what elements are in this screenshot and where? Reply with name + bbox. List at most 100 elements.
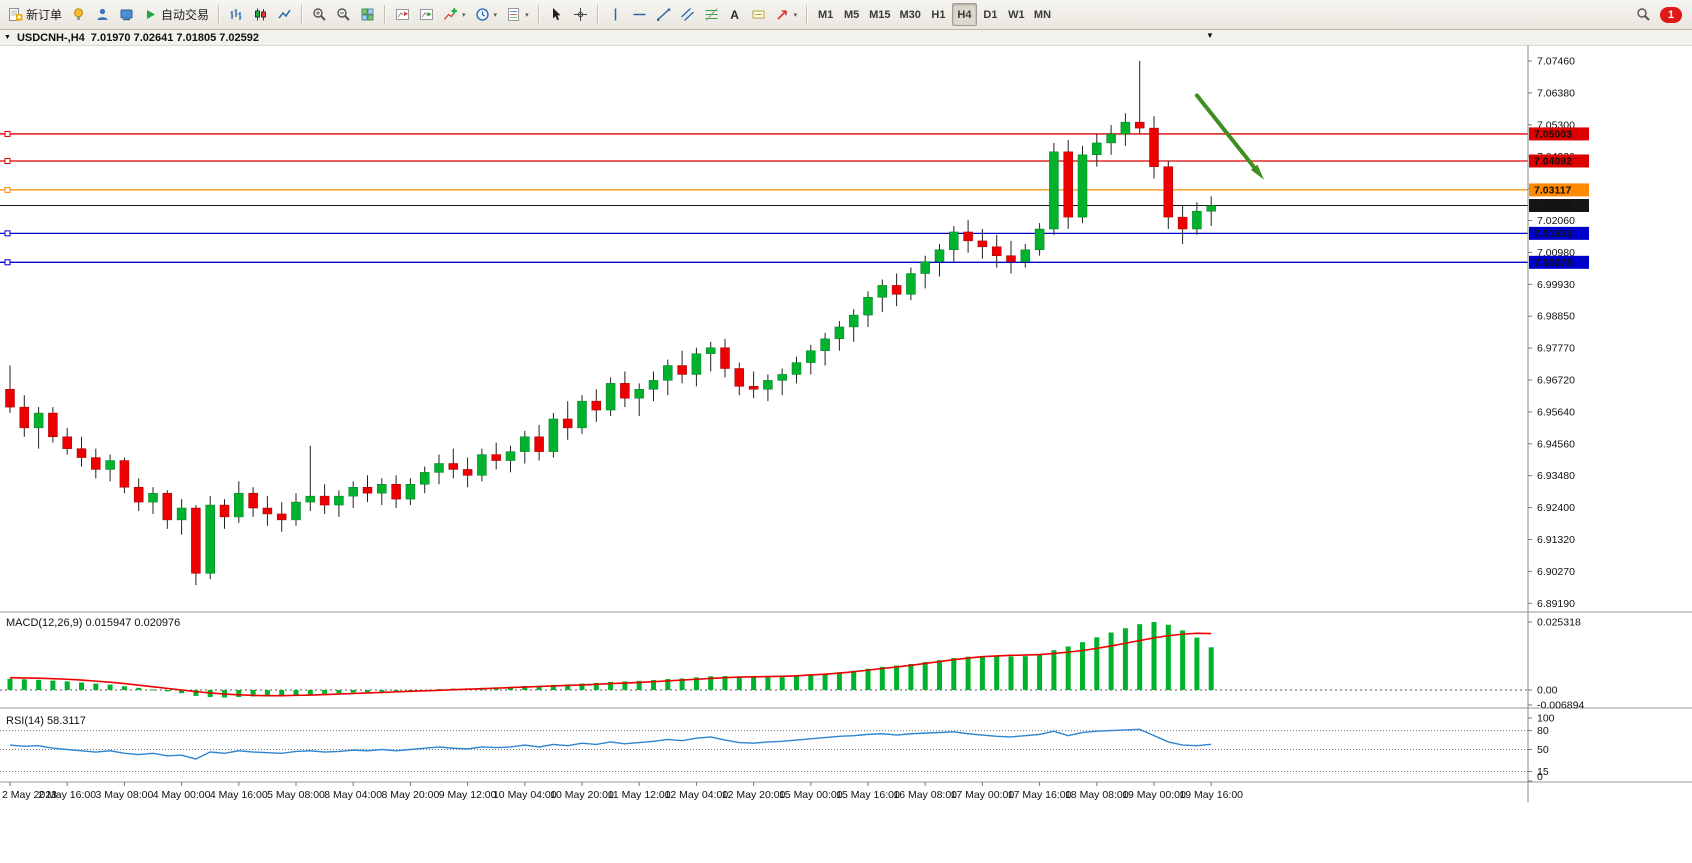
macd-bar (236, 690, 242, 697)
candle-body (1092, 142, 1102, 156)
rsi-tick-label: 100 (1537, 713, 1555, 725)
time-tick-label: 17 May 16:00 (1008, 789, 1072, 801)
candle-body (763, 380, 773, 390)
auto-trading-play-icon (143, 7, 158, 22)
time-tick-label: 8 May 20:00 (382, 789, 440, 801)
line-handle[interactable] (4, 230, 11, 237)
timeframe-m1-button[interactable]: M1 (813, 3, 838, 26)
time-tick-label: 19 May 00:00 (1122, 789, 1186, 801)
new-order-button[interactable]: 新订单 (4, 3, 66, 26)
search-button[interactable] (1632, 3, 1655, 26)
candle-body (934, 249, 945, 262)
chart-area: 7.074607.063807.053007.042207.031407.020… (0, 46, 1692, 863)
rsi-tick-label: 80 (1537, 725, 1549, 737)
price-badge (1529, 198, 1589, 212)
cursor-tool-button[interactable] (545, 3, 568, 26)
candle-body (391, 484, 401, 500)
timeframe-group: M1 M5 M15 M30 H1 H4 D1 W1 MN (813, 3, 1055, 26)
fibonacci-tool-button[interactable] (700, 3, 723, 26)
horizontal-line-tool-button[interactable] (628, 3, 651, 26)
notification-badge[interactable]: 1 (1660, 6, 1682, 23)
candle-body (205, 504, 215, 574)
macd-bar (836, 672, 842, 690)
vertical-line-tool-button[interactable] (604, 3, 627, 26)
price-tick-label: 6.99930 (1537, 279, 1575, 291)
trendline-tool-button[interactable] (652, 3, 675, 26)
templates-button[interactable]: ▾ (502, 3, 533, 26)
timeframe-m30-button[interactable]: M30 (896, 3, 925, 26)
timeframe-h4-button[interactable]: H4 (951, 3, 977, 26)
auto-trading-button[interactable]: 自动交易 (139, 3, 213, 26)
label-tool-button[interactable] (747, 3, 770, 26)
timeframe-m15-button[interactable]: M15 (865, 3, 894, 26)
periods-button[interactable]: ▾ (471, 3, 502, 26)
candle-body (1120, 121, 1131, 135)
candle-body (434, 463, 444, 473)
macd-bar (736, 676, 742, 690)
chart-canvas[interactable]: 7.074607.063807.053007.042207.031407.020… (0, 46, 1692, 863)
macd-bar (708, 676, 714, 690)
candle-body (863, 297, 873, 316)
navigator-button[interactable] (91, 3, 114, 26)
line-handle[interactable] (4, 130, 11, 137)
price-tick-label: 6.93480 (1537, 470, 1575, 482)
macd-bar (636, 680, 642, 690)
timeframe-w1-button[interactable]: W1 (1004, 3, 1029, 26)
line-handle[interactable] (4, 259, 11, 266)
indicators-button[interactable]: ▾ (439, 3, 470, 26)
candle-body (534, 436, 544, 452)
candle-body (477, 454, 487, 476)
macd-bar (79, 682, 84, 690)
candle-body (1192, 210, 1202, 230)
bar-chart-mode-button[interactable] (225, 3, 248, 26)
text-tool-button[interactable]: A (724, 3, 746, 26)
price-badge (1529, 255, 1589, 269)
channel-tool-button[interactable] (676, 3, 699, 26)
candlestick-mode-button[interactable] (249, 3, 272, 26)
candle-body (148, 492, 158, 503)
zoom-in-button[interactable] (308, 3, 331, 26)
tile-windows-button[interactable] (356, 3, 379, 26)
time-tick-label: 4 May 16:00 (210, 789, 268, 801)
candle-body (305, 495, 316, 503)
macd-bar (1037, 654, 1043, 690)
candle-body (820, 338, 830, 351)
macd-bar (250, 690, 256, 697)
macd-bar (379, 690, 385, 692)
price-tick-label: 6.90270 (1537, 566, 1575, 578)
chart-menu-triangle-icon[interactable]: ▼ (4, 34, 11, 41)
market-watch-button[interactable] (67, 3, 90, 26)
macd-bar (1122, 628, 1128, 690)
trend-arrow[interactable] (1194, 93, 1261, 175)
macd-bar (751, 677, 757, 690)
chart-shift-icon (395, 7, 410, 22)
macd-bar (693, 677, 699, 690)
auto-scroll-button[interactable] (415, 3, 438, 26)
line-chart-mode-button[interactable] (273, 3, 296, 26)
macd-bar (979, 656, 985, 690)
chart-end-marker-icon: ▼ (1206, 31, 1214, 40)
timeframe-h1-button[interactable]: H1 (926, 3, 951, 26)
arrows-tool-button[interactable]: ▾ (771, 3, 802, 26)
candlestick-icon (253, 7, 268, 22)
timeframe-m5-button[interactable]: M5 (839, 3, 864, 26)
crosshair-tool-button[interactable] (569, 3, 592, 26)
timeframe-d1-button[interactable]: D1 (978, 3, 1003, 26)
terminal-button[interactable] (115, 3, 138, 26)
candle-body (906, 273, 916, 295)
candle-body (1049, 151, 1059, 230)
timeframe-mn-button[interactable]: MN (1030, 3, 1055, 26)
time-tick-label: 18 May 08:00 (1065, 789, 1129, 801)
rsi-label: RSI(14) 58.3117 (6, 715, 86, 727)
zoom-out-button[interactable] (332, 3, 355, 26)
time-tick-label: 8 May 04:00 (324, 789, 382, 801)
template-icon (506, 7, 521, 22)
chevron-down-icon: ▾ (525, 11, 529, 19)
line-handle[interactable] (4, 186, 11, 193)
macd-bar (794, 676, 799, 690)
chart-shift-button[interactable] (391, 3, 414, 26)
candle-body (1149, 127, 1159, 167)
toolbar-separator (301, 4, 304, 25)
candle-body (663, 365, 673, 381)
line-handle[interactable] (4, 157, 11, 164)
